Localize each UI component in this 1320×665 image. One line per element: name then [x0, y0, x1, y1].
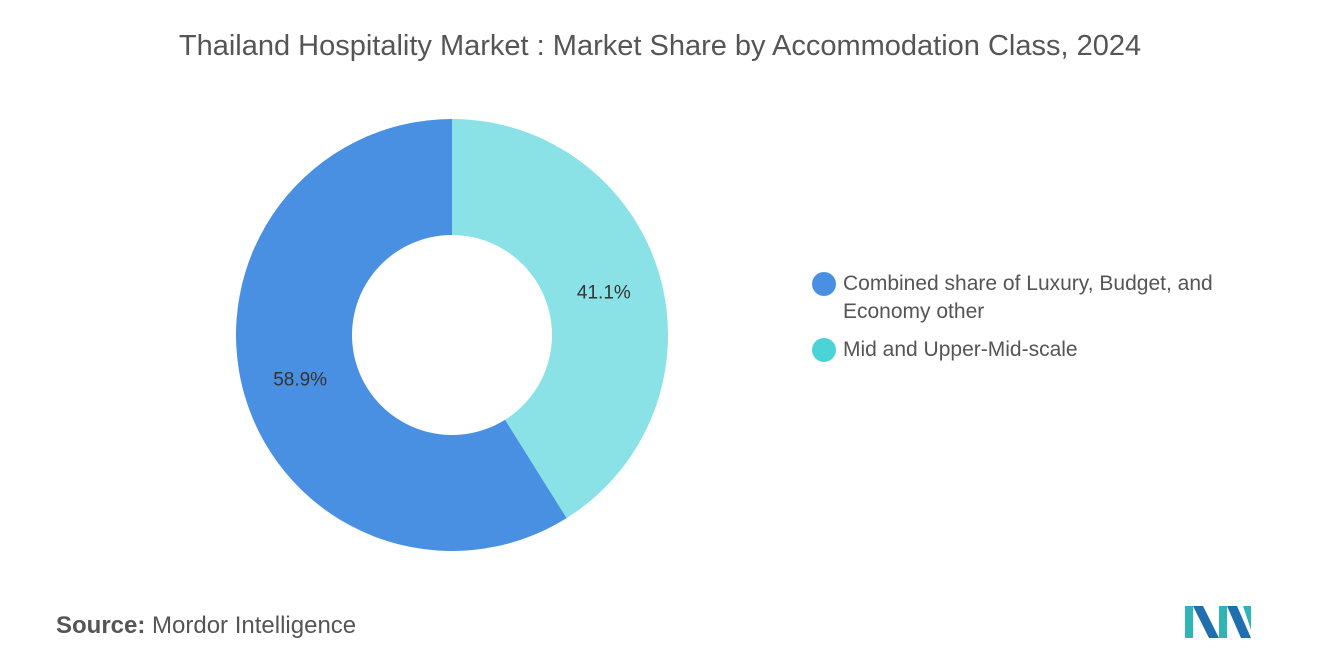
- source-note: Source: Mordor Intelligence: [56, 612, 356, 640]
- donut-slice-mid-upper: [452, 119, 668, 519]
- source-value: Mordor Intelligence: [152, 612, 357, 639]
- legend-label-mid-upper: Mid and Upper-Mid-scale: [843, 338, 1078, 361]
- legend-item-combined: Combined share of Luxury, Budget, and Ec…: [812, 270, 1252, 326]
- slice-label-combined: 58.9%: [273, 370, 327, 391]
- legend-label-combined: Combined share of Luxury, Budget, and Ec…: [843, 272, 1213, 323]
- legend-swatch-mid-upper: [812, 338, 836, 362]
- legend-swatch-combined: [812, 272, 836, 296]
- chart-legend: Combined share of Luxury, Budget, and Ec…: [812, 270, 1252, 374]
- slice-label-mid-upper: 41.1%: [577, 282, 631, 303]
- chart-title: Thailand Hospitality Market : Market Sha…: [178, 30, 1142, 62]
- source-key: Source:: [56, 612, 146, 639]
- legend-item-mid-upper: Mid and Upper-Mid-scale: [812, 336, 1252, 364]
- donut-slice-combined: [235, 119, 567, 551]
- mordor-intelligence-logo-icon: [1185, 606, 1251, 638]
